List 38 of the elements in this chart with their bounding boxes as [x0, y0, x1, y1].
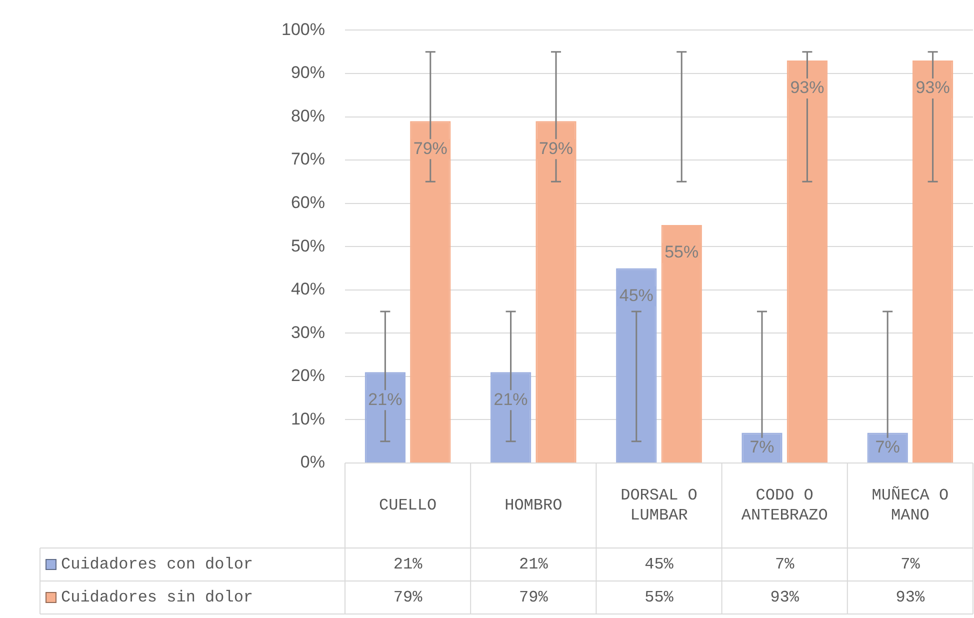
data-label: 93% [896, 588, 925, 607]
y-tick-label: 30% [290, 322, 325, 342]
text: 21% [368, 390, 402, 409]
text: 45% [619, 286, 654, 305]
text: 93% [916, 78, 950, 98]
data-label: 7% [775, 556, 795, 574]
text: 79% [413, 138, 448, 158]
y-tick-label: 40% [290, 280, 325, 299]
data-label: 93% [770, 588, 800, 607]
x-tick-label: MUÑECA O MANO [872, 486, 949, 525]
data-label: 7% [900, 556, 920, 574]
legend-label: Cuidadores sin dolor [61, 588, 254, 607]
text: 79% [538, 138, 574, 158]
data-label: 79% [393, 588, 423, 607]
legend-label: Cuidadores con dolor [61, 556, 254, 574]
x-tick-label: CODO O ANTEBRAZO [741, 486, 828, 525]
y-tick-label: 100% [282, 20, 325, 39]
x-tick-label: CUELLO [378, 496, 437, 515]
text: 7% [750, 438, 774, 457]
data-label: 21% [518, 556, 548, 574]
y-tick-label: 70% [290, 150, 325, 169]
text: 7% [875, 438, 900, 457]
x-tick-label: DORSAL O LUMBAR [620, 486, 698, 525]
y-tick-label: 0% [300, 452, 325, 472]
text: 21% [494, 390, 528, 409]
y-tick-label: 20% [290, 366, 325, 386]
data-label: 55% [644, 588, 674, 607]
text: 93% [790, 78, 824, 98]
data-label: 45% [644, 556, 674, 574]
y-tick-label: 90% [290, 63, 325, 82]
data-label: 79% [518, 588, 548, 607]
y-tick-label: 60% [290, 193, 325, 212]
y-tick-label: 10% [290, 409, 325, 428]
y-tick-label: 50% [290, 236, 325, 256]
data-label: 21% [393, 556, 423, 574]
x-tick-label: HOMBRO [504, 496, 562, 515]
y-tick-label: 80% [290, 106, 325, 126]
text: 55% [664, 242, 699, 262]
